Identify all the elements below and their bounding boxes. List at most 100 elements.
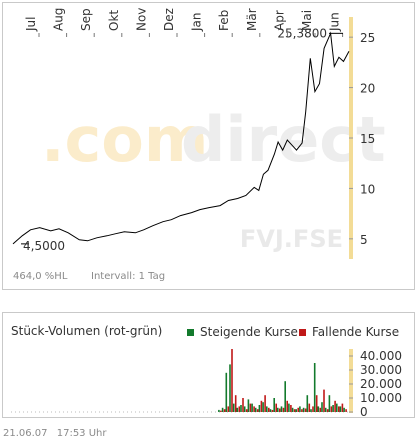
volume-bar-rising	[225, 372, 228, 412]
volume-bar-rising	[262, 402, 264, 412]
legend-falling-swatch	[299, 329, 306, 336]
volume-bar-falling	[330, 406, 333, 412]
volume-bar-rising	[310, 409, 312, 412]
volume-bar-rising	[254, 407, 257, 412]
hl-change: 464,0 %HL	[13, 271, 68, 282]
price-annotations: 4,5000 25,3800	[21, 26, 343, 253]
price-tick-label: 5	[360, 233, 368, 247]
volume-bar-rising	[299, 406, 301, 412]
volume-bar-rising	[336, 403, 338, 412]
volume-bar-rising	[284, 381, 286, 412]
legend-rising-label: Steigende Kurse	[200, 325, 298, 339]
volume-bar-rising	[247, 399, 250, 412]
volume-bar-falling	[312, 406, 314, 412]
price-chart-panel: .com direct FVJ.FSE Jul Aug Sep Okt Nov Dez Ja…	[2, 2, 415, 290]
volume-bar-falling	[290, 405, 292, 412]
volume-bar-falling	[279, 408, 281, 412]
watermark-brand-prefix: .com	[41, 103, 209, 176]
month-tick-label: Jul	[24, 17, 38, 32]
volume-bar-falling	[301, 409, 303, 412]
month-tick-label: Jun	[328, 12, 342, 32]
volume-bar-rising	[291, 407, 294, 412]
volume-bar-rising	[221, 407, 224, 412]
volume-bar-rising	[218, 409, 220, 412]
volume-bars	[218, 349, 347, 412]
volume-bar-rising	[339, 406, 342, 412]
min-value-label: 4,5000	[23, 239, 65, 253]
price-tick-label: 15	[360, 132, 375, 146]
volume-bar-rising	[251, 403, 253, 412]
volume-tick-label: 20.000	[360, 377, 402, 391]
volume-bar-falling	[227, 406, 230, 412]
volume-bar-falling	[293, 409, 296, 412]
volume-bar-falling	[268, 407, 270, 412]
month-tick-label: Nov	[134, 8, 148, 31]
volume-bar-rising	[236, 407, 239, 412]
volume-bar-rising	[332, 405, 334, 412]
volume-bar-falling	[315, 395, 318, 412]
volume-title: Stück-Volumen (rot-grün)	[11, 324, 162, 338]
month-tick-label: Mär	[245, 8, 259, 31]
volume-bar-falling	[275, 403, 277, 412]
volume-bar-rising	[229, 364, 231, 412]
price-tick-label: 10	[360, 182, 375, 196]
price-tick-label: 25	[360, 31, 375, 45]
price-axis: 5 10 15 20 25	[349, 31, 375, 247]
volume-bar-falling	[242, 398, 244, 412]
volume-bar-falling	[238, 406, 241, 412]
volume-bar-rising	[277, 407, 279, 412]
volume-bar-rising	[302, 407, 305, 412]
volume-bar-rising	[232, 403, 235, 412]
month-tick-label: Aug	[52, 8, 66, 31]
month-tick-label: Mai	[300, 10, 314, 31]
volume-bar-rising	[306, 395, 309, 412]
volume-bar-rising	[324, 407, 327, 412]
volume-bar-falling	[304, 408, 307, 412]
volume-bar-rising	[280, 406, 283, 412]
volume-bar-rising	[266, 406, 268, 412]
volume-chart: Stück-Volumen (rot-grün) Steigende Kurse…	[11, 324, 402, 417]
volume-tick-label: 40.000	[360, 349, 402, 363]
volume-bar-rising	[273, 398, 275, 412]
volume-bar-falling	[308, 403, 311, 412]
volume-bar-falling	[297, 407, 299, 412]
volume-bar-falling	[220, 410, 222, 412]
price-chart: .com direct FVJ.FSE Jul Aug Sep Okt Nov Dez Ja…	[12, 8, 386, 282]
footer-date: 21.06.07	[3, 428, 48, 439]
volume-chart-panel: Stück-Volumen (rot-grün) Steigende Kurse…	[2, 312, 415, 418]
volume-tick-label: 10.000	[360, 391, 402, 405]
volume-bar-falling	[286, 400, 288, 412]
month-tick-label: Feb	[217, 10, 231, 31]
volume-bar-falling	[323, 389, 325, 412]
volume-bar-falling	[249, 403, 252, 412]
timestamp-footer: 21.06.07 17:53 Uhr	[3, 428, 112, 439]
volume-bar-falling	[260, 400, 263, 412]
legend-falling-label: Fallende Kurse	[312, 325, 399, 339]
volume-bar-falling	[334, 400, 336, 412]
interval-label: Intervall: 1 Tag	[91, 271, 165, 282]
volume-bar-falling	[326, 409, 329, 412]
volume-bar-falling	[223, 409, 226, 412]
volume-bar-falling	[256, 409, 259, 412]
volume-bar-rising	[295, 409, 297, 412]
legend-rising-swatch	[187, 329, 194, 336]
month-tick-label: Apr	[272, 10, 286, 31]
volume-bar-falling	[253, 406, 255, 412]
volume-bar-falling	[245, 409, 248, 412]
volume-bar-rising	[343, 407, 345, 412]
watermark-ticker: FVJ.FSE	[240, 225, 343, 253]
volume-bar-rising	[269, 409, 272, 412]
volume-bar-rising	[313, 363, 316, 412]
volume-bar-rising	[317, 406, 320, 412]
volume-bar-falling	[319, 407, 322, 412]
watermark-brand-suffix: direct	[181, 103, 386, 176]
volume-bar-falling	[231, 349, 233, 412]
volume-bar-falling	[341, 403, 344, 412]
volume-axis-accent-bar	[349, 349, 353, 413]
volume-bar-rising	[288, 403, 290, 412]
month-tick-label: Sep	[79, 8, 93, 31]
volume-bar-falling	[234, 395, 237, 412]
volume-tick-label: 0	[360, 405, 368, 417]
month-tick-label: Jan	[190, 13, 204, 33]
